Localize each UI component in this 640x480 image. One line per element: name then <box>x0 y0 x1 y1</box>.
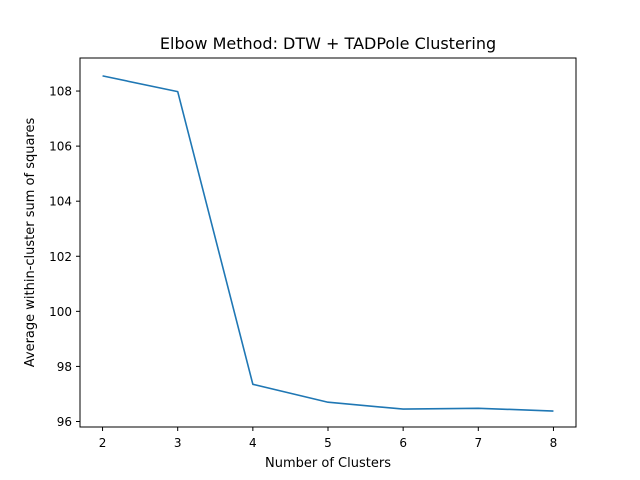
x-tick-label: 8 <box>550 436 558 450</box>
x-tick-label: 7 <box>474 436 482 450</box>
x-axis-label: Number of Clusters <box>265 456 391 471</box>
chart-title: Elbow Method: DTW + TADPole Clustering <box>160 34 496 53</box>
y-axis-ticks: 96 98 100 102 104 106 108 <box>49 85 80 429</box>
y-tick-label: 106 <box>49 140 72 154</box>
series-line <box>102 75 554 412</box>
y-tick-label: 108 <box>49 85 72 99</box>
y-tick-label: 102 <box>49 250 72 264</box>
y-tick-label: 98 <box>57 360 72 374</box>
y-tick-label: 96 <box>57 415 72 429</box>
y-tick-label: 100 <box>49 305 72 319</box>
x-tick-label: 3 <box>174 436 182 450</box>
x-tick-label: 4 <box>249 436 257 450</box>
y-tick-label: 104 <box>49 195 72 209</box>
plot-frame <box>79 57 577 428</box>
x-tick-label: 5 <box>324 436 332 450</box>
x-tick-label: 2 <box>99 436 107 450</box>
y-axis-label: Average within-cluster sum of squares <box>23 118 38 368</box>
x-axis-ticks: 2 3 4 5 6 7 8 <box>99 427 558 450</box>
x-tick-label: 6 <box>399 436 407 450</box>
